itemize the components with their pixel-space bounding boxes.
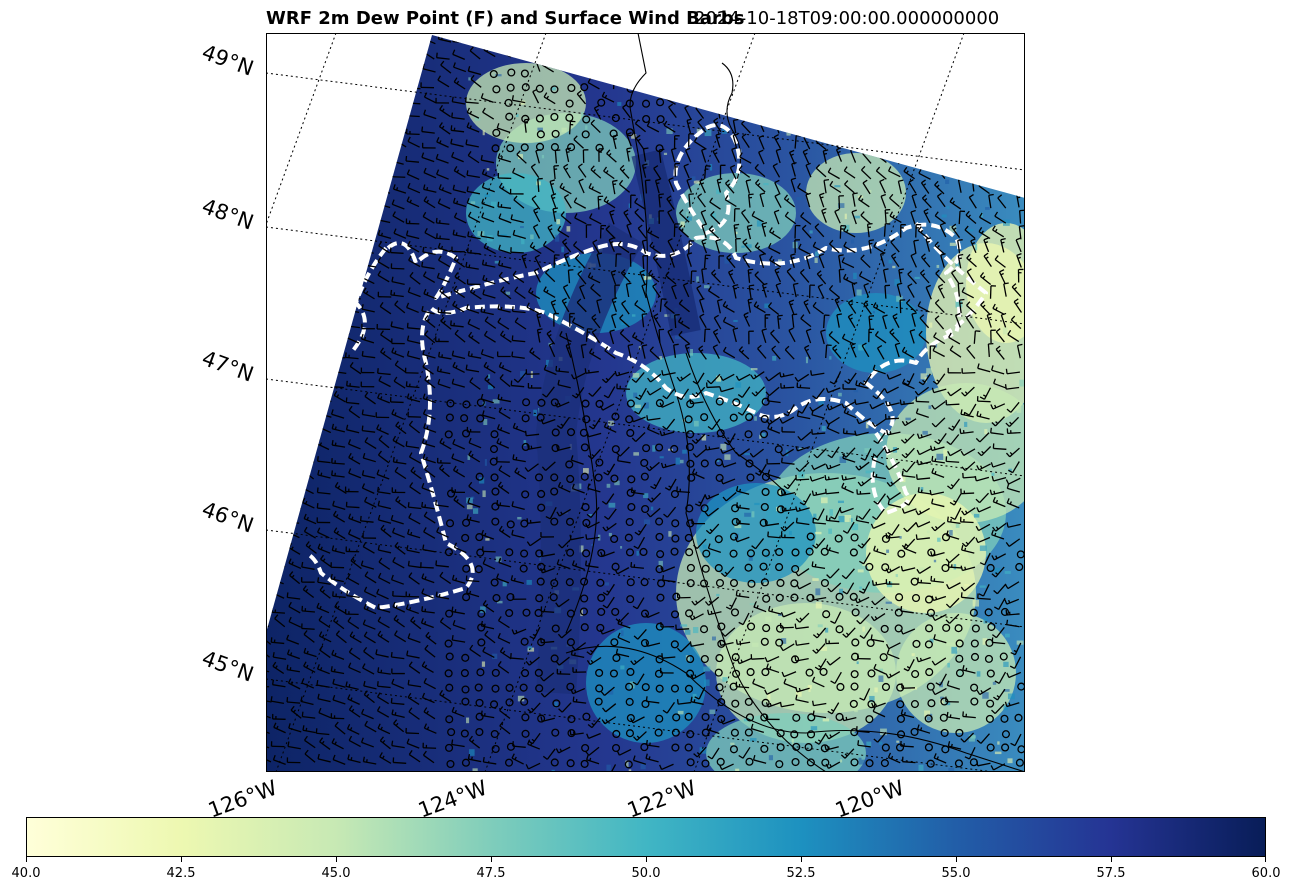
colorbar [26, 817, 1266, 857]
colorbar-tick-label: 57.5 [1096, 866, 1126, 881]
colorbar-tick-label: 40.0 [11, 866, 41, 881]
colorbar-tick-label: 60.0 [1251, 866, 1281, 881]
colorbar-tick-label: 45.0 [321, 866, 351, 881]
dew-point-map [266, 33, 1025, 772]
colorbar-tick-label: 55.0 [941, 866, 971, 881]
colorbar-tick-label: 52.5 [786, 866, 816, 881]
colorbar-tick [336, 857, 337, 862]
map-title: WRF 2m Dew Point (F) and Surface Wind Ba… [266, 8, 745, 29]
lon-label-122: 122°W [624, 775, 700, 823]
lat-label-48: 48°N [198, 194, 257, 235]
colorbar-tick [26, 857, 27, 862]
colorbar-tick [181, 857, 182, 862]
colorbar-tick [801, 857, 802, 862]
lon-label-124: 124°W [415, 775, 491, 823]
colorbar-tick-label: 47.5 [476, 866, 506, 881]
lat-label-46: 46°N [198, 497, 257, 538]
map-valid-time: 2024-10-18T09:00:00.000000000 [694, 8, 1000, 29]
colorbar-tick-label: 42.5 [166, 866, 196, 881]
lon-label-126: 126°W [205, 775, 281, 823]
lat-label-47: 47°N [198, 346, 257, 387]
lat-label-49: 49°N [198, 40, 257, 81]
colorbar-tick [491, 857, 492, 862]
lon-label-120: 120°W [832, 775, 908, 823]
colorbar-tick [956, 857, 957, 862]
colorbar-tick [1265, 857, 1266, 862]
colorbar-tick-label: 50.0 [631, 866, 661, 881]
colorbar-tick [1111, 857, 1112, 862]
lat-label-45: 45°N [198, 646, 257, 687]
colorbar-tick [646, 857, 647, 862]
